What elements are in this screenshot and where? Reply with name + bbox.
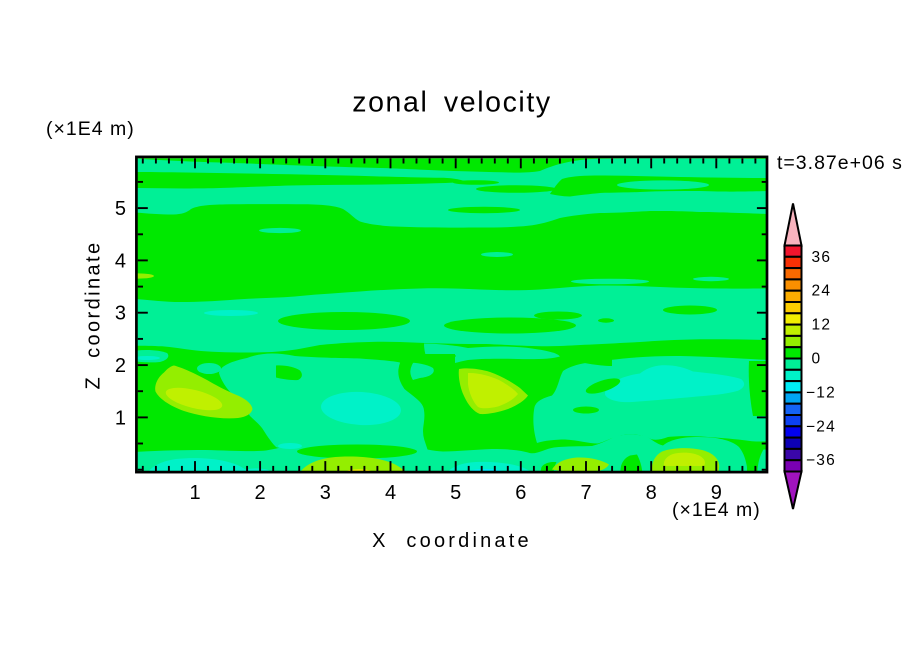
svg-text:−24: −24 (806, 418, 836, 435)
svg-text:−12: −12 (806, 384, 836, 401)
svg-text:8: 8 (646, 482, 657, 504)
svg-text:Z coordinate: Z coordinate (83, 241, 105, 390)
svg-text:4: 4 (115, 250, 126, 272)
svg-text:12: 12 (812, 317, 832, 334)
svg-text:4: 4 (385, 482, 396, 504)
svg-text:1: 1 (115, 407, 126, 429)
svg-text:0: 0 (812, 351, 822, 368)
svg-text:9: 9 (711, 482, 722, 504)
svg-text:3: 3 (320, 482, 331, 504)
svg-text:2: 2 (255, 482, 266, 504)
svg-text:2: 2 (115, 355, 126, 377)
svg-text:5: 5 (115, 198, 126, 220)
svg-text:t=3.87e+06 s: t=3.87e+06 s (777, 152, 903, 174)
svg-text:6: 6 (515, 482, 526, 504)
svg-text:(×1E4 m): (×1E4 m) (46, 118, 135, 140)
svg-text:24: 24 (812, 283, 832, 300)
svg-text:X coordinate: X coordinate (372, 530, 532, 552)
svg-text:−36: −36 (806, 452, 836, 469)
svg-text:3: 3 (115, 303, 126, 325)
svg-text:36: 36 (812, 249, 832, 266)
svg-text:(×1E4 m): (×1E4 m) (672, 499, 761, 521)
svg-text:5: 5 (450, 482, 461, 504)
svg-text:zonal velocity: zonal velocity (352, 87, 551, 119)
svg-text:7: 7 (580, 482, 591, 504)
svg-text:1: 1 (189, 482, 200, 504)
